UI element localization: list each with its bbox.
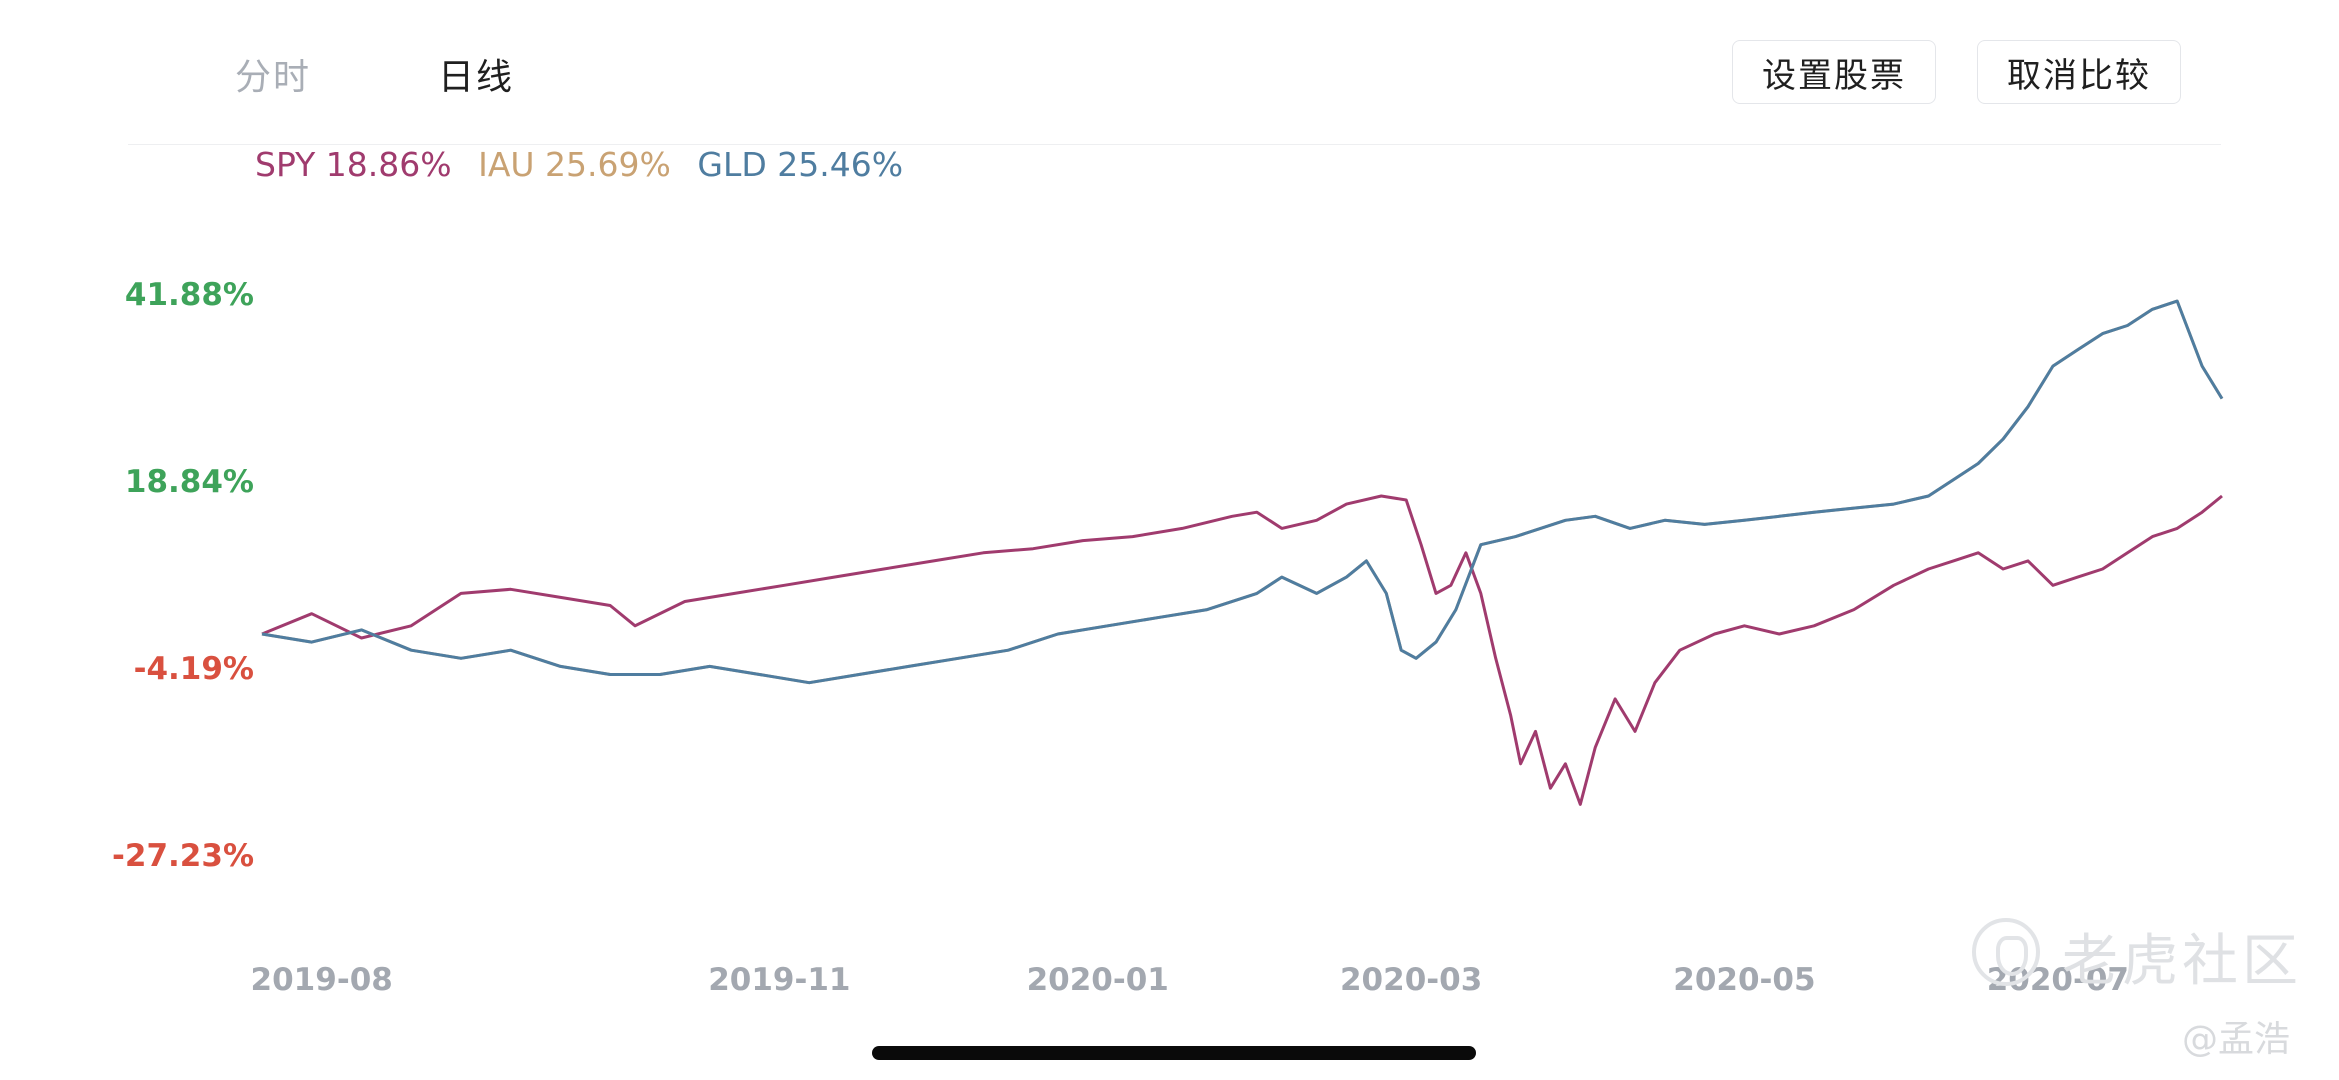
watermark-user: @孟浩: [2182, 1019, 2291, 1060]
series-line-gld: [261, 299, 2224, 685]
legend-item-spy: SPY 18.86%: [255, 145, 452, 184]
y-tick-label: -27.23%: [112, 838, 254, 874]
y-tick-label: 41.88%: [125, 277, 254, 313]
tiger-logo-icon: [1972, 918, 2040, 986]
y-tick-label: -4.19%: [134, 651, 254, 687]
series-line-iau: [261, 299, 2224, 685]
x-tick-label: 2019-08: [251, 962, 393, 998]
watermark-text: 老虎社区: [2062, 929, 2302, 994]
cancel-compare-button[interactable]: 取消比较: [1977, 40, 2181, 104]
series-line-spy: [261, 494, 2223, 806]
x-tick-label: 2020-03: [1340, 962, 1482, 998]
tab-daily[interactable]: 日线: [438, 57, 515, 98]
tab-intraday[interactable]: 分时: [235, 57, 312, 98]
x-tick-label: 2019-11: [708, 962, 850, 998]
chart-legend: SPY 18.86% IAU 25.69% GLD 25.46%: [255, 145, 919, 184]
x-tick-label: 2020-01: [1027, 962, 1169, 998]
set-stock-button[interactable]: 设置股票: [1732, 40, 1936, 104]
y-tick-label: 18.84%: [125, 464, 254, 500]
header-divider: [128, 144, 2221, 145]
legend-item-iau: IAU 25.69%: [478, 145, 671, 184]
x-tick-label: 2020-05: [1673, 962, 1815, 998]
home-indicator: [872, 1046, 1476, 1060]
legend-item-gld: GLD 25.46%: [697, 145, 904, 184]
